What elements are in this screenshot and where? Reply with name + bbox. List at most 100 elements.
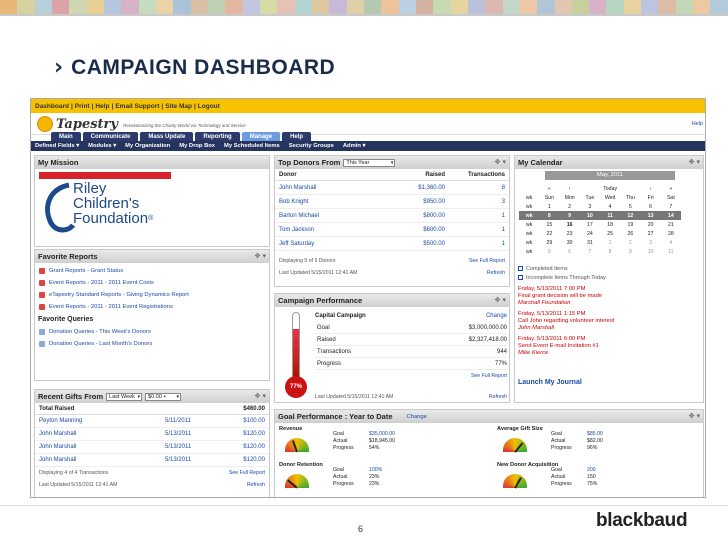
subnav-item[interactable]: Security Groups — [288, 143, 334, 149]
tab-mass-update[interactable]: Mass Update — [140, 132, 194, 141]
calendar-day[interactable]: 2 — [568, 203, 572, 210]
campaign-change-link[interactable]: Change — [485, 313, 507, 319]
calendar-day[interactable]: 22 — [546, 230, 553, 237]
donor-raised-link[interactable]: $1,360.00 — [418, 184, 445, 191]
calendar-day[interactable]: 27 — [647, 230, 654, 237]
calendar-day[interactable]: 29 — [546, 239, 553, 246]
subnav-item[interactable]: My Organization — [125, 143, 171, 149]
calendar-day[interactable]: 7 — [588, 248, 592, 255]
gift-date-link[interactable]: 5/13/2011 — [165, 431, 192, 437]
goal-change-link[interactable]: Change — [406, 413, 427, 420]
calendar-day[interactable]: 8 — [608, 248, 612, 255]
week-link[interactable]: wk — [525, 230, 533, 237]
tab-main[interactable]: Main — [51, 132, 81, 141]
gifts-full-report-link[interactable]: See Full Report — [228, 470, 265, 476]
donors-full-report-link[interactable]: See Full Report — [468, 258, 505, 264]
calendar-day[interactable]: 17 — [586, 221, 593, 228]
gift-donor-link[interactable]: John Marshall — [39, 457, 77, 463]
gifts-amount-select[interactable]: $0.00 + — [145, 392, 182, 401]
calendar-nav-button[interactable]: « — [547, 185, 551, 192]
panel-controls-icon[interactable]: ✥ ▾ — [254, 393, 266, 400]
tab-manage[interactable]: Manage — [241, 132, 281, 141]
topbar-link[interactable]: Print — [74, 102, 90, 110]
donor-link[interactable]: John Marshall — [279, 184, 317, 191]
calendar-day[interactable]: 8 — [547, 212, 551, 219]
calendar-day[interactable]: 31 — [586, 239, 593, 246]
panel-controls-icon[interactable]: ✥ ▾ — [688, 413, 700, 420]
topbar-link[interactable]: Logout — [197, 102, 220, 110]
calendar-day[interactable]: 25 — [607, 230, 614, 237]
donors-refresh-link[interactable]: Refresh — [486, 270, 505, 276]
calendar-event[interactable]: Friday, 5/13/2011 6:00 PM Send Event E-ma… — [515, 336, 703, 357]
report-link[interactable]: Event Reports - 2011 - 2011 Event Regist… — [35, 301, 269, 313]
gift-donor-link[interactable]: John Marshall — [39, 444, 77, 450]
calendar-day[interactable]: 18 — [607, 221, 614, 228]
incomplete-items-check[interactable]: Incomplete Items Through Today — [515, 273, 703, 282]
calendar-day[interactable]: 6 — [568, 248, 572, 255]
calendar-nav-button[interactable]: Today — [603, 185, 618, 192]
calendar-day[interactable]: 9 — [628, 248, 632, 255]
campaign-full-report-link[interactable]: See Full Report — [470, 373, 507, 379]
gift-date-link[interactable]: 5/13/2011 — [165, 444, 192, 450]
gift-date-link[interactable]: 5/11/2011 — [165, 418, 191, 424]
calendar-day[interactable]: 12 — [627, 212, 634, 219]
gift-amount-link[interactable]: $120.00 — [243, 431, 265, 437]
calendar-nav-button[interactable]: » — [669, 185, 673, 192]
topbar-link[interactable]: Dashboard — [35, 102, 69, 110]
calendar-event[interactable]: Friday, 5/13/2011 1:15 PM Call John regar… — [515, 311, 703, 332]
tab-communicate[interactable]: Communicate — [82, 132, 139, 141]
calendar-day[interactable]: 23 — [566, 230, 573, 237]
gifts-refresh-link[interactable]: Refresh — [246, 482, 265, 488]
calendar-day[interactable]: 13 — [647, 212, 654, 219]
calendar-day[interactable]: 5 — [628, 203, 632, 210]
week-link[interactable]: wk — [525, 248, 533, 255]
calendar-day[interactable]: 1 — [608, 239, 612, 246]
calendar-day[interactable]: 11 — [607, 212, 613, 219]
week-link[interactable]: wk — [525, 239, 533, 246]
topbar-link[interactable]: Site Map — [165, 102, 192, 110]
panel-controls-icon[interactable]: ✥ ▾ — [688, 159, 700, 166]
calendar-day[interactable]: 5 — [547, 248, 551, 255]
subnav-item[interactable]: My Drop Box — [179, 143, 216, 149]
donor-transactions-link[interactable]: 8 — [501, 184, 505, 191]
calendar-day[interactable]: 4 — [608, 203, 612, 210]
calendar-day[interactable]: 2 — [628, 239, 632, 246]
donor-raised-link[interactable]: $500.00 — [423, 240, 445, 247]
calendar-nav-button[interactable]: › — [649, 185, 652, 192]
report-link[interactable]: Grant Reports - Grant Status — [35, 265, 269, 277]
gifts-period-select[interactable]: Last Week — [106, 392, 143, 401]
donors-period-select[interactable]: This Year — [343, 158, 396, 167]
gift-donor-link[interactable]: Peyton Manning — [39, 418, 83, 424]
calendar-day[interactable]: 16 — [566, 221, 573, 228]
calendar-day[interactable]: 3 — [649, 239, 653, 246]
calendar-day[interactable]: 9 — [568, 212, 572, 219]
donor-link[interactable]: Bob Knight — [279, 198, 309, 205]
subnav-item[interactable]: My Scheduled Items — [224, 143, 280, 149]
calendar-day[interactable]: 26 — [627, 230, 634, 237]
campaign-refresh-link[interactable]: Refresh — [488, 394, 507, 400]
donor-transactions-link[interactable]: 3 — [501, 198, 505, 205]
calendar-event[interactable]: Friday, 5/13/2011 7:00 PM Final grant dec… — [515, 286, 703, 307]
query-link[interactable]: Donation Queries - Last Month's Donors — [35, 338, 269, 350]
donor-transactions-link[interactable]: 1 — [501, 240, 505, 247]
donor-raised-link[interactable]: $600.00 — [423, 226, 445, 233]
calendar-day[interactable]: 10 — [647, 248, 654, 255]
donor-link[interactable]: Jeff Saturday — [279, 240, 315, 247]
donor-raised-link[interactable]: $800.00 — [423, 212, 445, 219]
report-link[interactable]: Event Reports - 2011 - 2011 Event Costs — [35, 277, 269, 289]
calendar-day[interactable]: 6 — [649, 203, 653, 210]
gift-amount-link[interactable]: $120.00 — [243, 444, 265, 450]
week-link[interactable]: wk — [525, 203, 533, 210]
gift-date-link[interactable]: 5/13/2011 — [165, 457, 192, 463]
calendar-day[interactable]: 3 — [588, 203, 592, 210]
calendar-day[interactable]: 14 — [667, 212, 674, 219]
query-link[interactable]: Donation Queries - This Week's Donors — [35, 326, 269, 338]
donor-transactions-link[interactable]: 1 — [501, 212, 505, 219]
donor-transactions-link[interactable]: 1 — [501, 226, 505, 233]
panel-controls-icon[interactable]: ✥ ▾ — [494, 297, 506, 304]
topbar-link[interactable]: Help — [95, 102, 110, 110]
gift-amount-link[interactable]: $120.00 — [243, 457, 265, 463]
donor-link[interactable]: Tom Jackson — [279, 226, 315, 233]
report-link[interactable]: eTapestry Standard Reports - Giving Dyna… — [35, 289, 269, 301]
subnav-item[interactable]: Modules ▾ — [88, 143, 117, 149]
